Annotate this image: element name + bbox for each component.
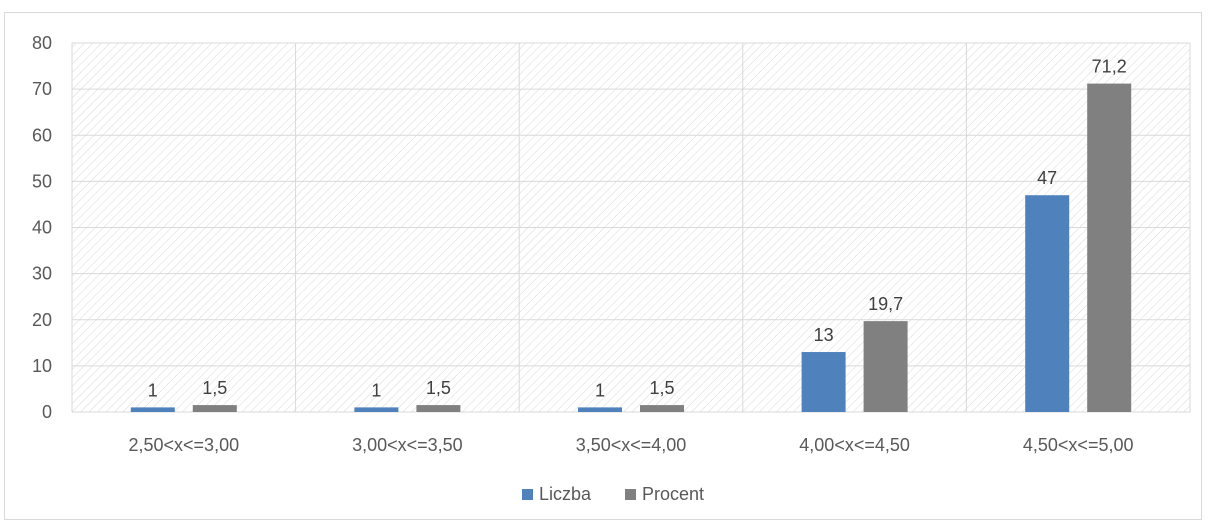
legend-label-liczba: Liczba <box>539 484 592 504</box>
x-tick-label: 3,00<x<=3,50 <box>352 435 463 455</box>
bar-procent <box>192 405 237 412</box>
y-axis-labels: 0 10 20 30 40 50 60 70 80 <box>32 33 52 422</box>
data-label: 1,5 <box>649 378 674 398</box>
data-label: 71,2 <box>1092 57 1127 77</box>
x-tick-label: 4,00<x<=4,50 <box>799 435 910 455</box>
data-labels: 1 1,5 1 1,5 1 1,5 13 19,7 47 71,2 <box>148 57 1127 401</box>
bar-procent <box>863 321 908 412</box>
data-label: 1,5 <box>202 378 227 398</box>
data-label: 1 <box>595 380 605 400</box>
y-tick-label: 20 <box>32 310 52 330</box>
y-tick-label: 70 <box>32 79 52 99</box>
data-label: 19,7 <box>868 294 903 314</box>
x-tick-label: 4,50<x<=5,00 <box>1023 435 1134 455</box>
data-label: 1 <box>371 380 381 400</box>
bar-liczba <box>354 407 399 412</box>
data-label: 47 <box>1037 168 1057 188</box>
y-tick-label: 80 <box>32 33 52 53</box>
legend-swatch-liczba <box>522 489 533 500</box>
legend: Liczba Procent <box>522 484 704 504</box>
legend-label-procent: Procent <box>642 484 704 504</box>
y-tick-label: 50 <box>32 171 52 191</box>
x-axis-labels: 2,50<x<=3,00 3,00<x<=3,50 3,50<x<=4,00 4,00… <box>128 435 1133 455</box>
bar-liczba <box>578 407 622 412</box>
bars <box>130 83 1132 412</box>
data-label: 1,5 <box>426 378 451 398</box>
x-tick-label: 3,50<x<=4,00 <box>576 435 687 455</box>
data-label: 1 <box>148 380 158 400</box>
y-tick-label: 40 <box>32 218 52 238</box>
bar-liczba <box>801 352 846 412</box>
y-tick-label: 30 <box>32 264 52 284</box>
bar-liczba <box>1025 195 1070 412</box>
legend-swatch-procent <box>625 489 636 500</box>
bar-procent <box>416 405 461 412</box>
y-tick-label: 10 <box>32 356 52 376</box>
y-tick-label: 60 <box>32 125 52 145</box>
x-tick-label: 2,50<x<=3,00 <box>128 435 239 455</box>
gridlines <box>71 42 1191 413</box>
bar-procent <box>640 405 684 412</box>
bar-liczba <box>130 407 175 412</box>
y-tick-label: 0 <box>42 402 52 422</box>
data-label: 13 <box>814 325 834 345</box>
bar-procent <box>1087 83 1132 412</box>
